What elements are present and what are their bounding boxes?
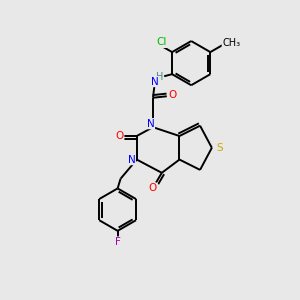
Text: S: S <box>217 143 224 153</box>
Text: O: O <box>149 183 157 193</box>
Text: N: N <box>128 154 135 165</box>
Text: Cl: Cl <box>157 38 167 47</box>
Text: H: H <box>156 72 164 82</box>
Text: N: N <box>147 118 154 129</box>
Text: O: O <box>168 90 176 100</box>
Text: O: O <box>116 131 124 141</box>
Text: N: N <box>151 76 158 86</box>
Text: CH₃: CH₃ <box>222 38 240 48</box>
Text: F: F <box>115 237 121 247</box>
